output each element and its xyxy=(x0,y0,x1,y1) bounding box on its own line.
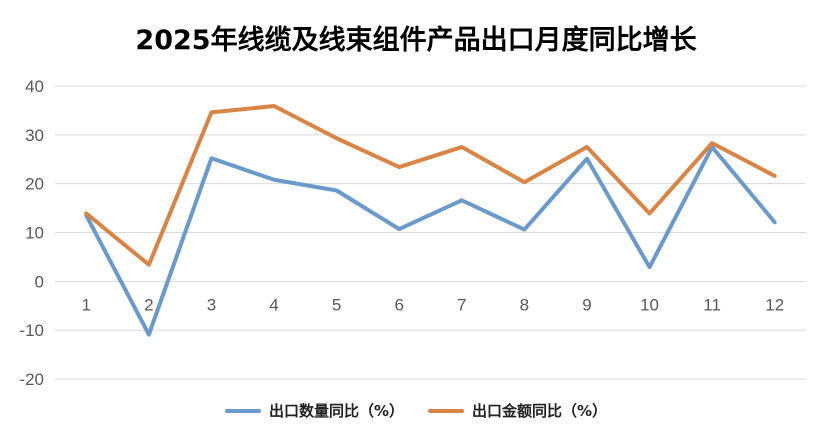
x-tick-label: 3 xyxy=(207,295,216,314)
x-tick-label: 5 xyxy=(332,295,341,314)
y-tick-label: -20 xyxy=(19,370,44,389)
x-tick-label: 2 xyxy=(144,295,153,314)
y-tick-label: 20 xyxy=(25,175,44,194)
x-tick-label: 10 xyxy=(640,295,659,314)
y-tick-label: -10 xyxy=(19,321,44,340)
x-tick-label: 8 xyxy=(520,295,529,314)
x-tick-label: 1 xyxy=(82,295,91,314)
x-tick-label: 9 xyxy=(582,295,591,314)
legend-label: 出口数量同比（%） xyxy=(268,402,404,420)
x-tick-label: 11 xyxy=(703,295,721,314)
x-tick-label: 6 xyxy=(394,295,403,314)
series-line-2 xyxy=(84,104,777,267)
x-tick-label: 4 xyxy=(269,295,278,314)
legend: 出口数量同比（%） 出口金额同比（%） xyxy=(0,400,832,421)
legend-label: 出口金额同比（%） xyxy=(472,402,608,420)
y-tick-label: 30 xyxy=(25,126,44,145)
x-tick-label: 7 xyxy=(457,295,466,314)
y-tick-label: 10 xyxy=(25,224,44,243)
x-tick-label: 12 xyxy=(765,295,784,314)
y-tick-label: 40 xyxy=(25,77,44,96)
legend-item-1: 出口数量同比（%） xyxy=(224,400,404,421)
legend-swatch xyxy=(224,408,261,413)
legend-item-2: 出口金额同比（%） xyxy=(428,400,607,421)
y-tick-label: 0 xyxy=(35,272,44,291)
series-line-1 xyxy=(84,145,777,337)
chart-title: 2025年线缆及线束组件产品出口月度同比增长 xyxy=(135,25,697,56)
legend-swatch xyxy=(428,408,464,413)
